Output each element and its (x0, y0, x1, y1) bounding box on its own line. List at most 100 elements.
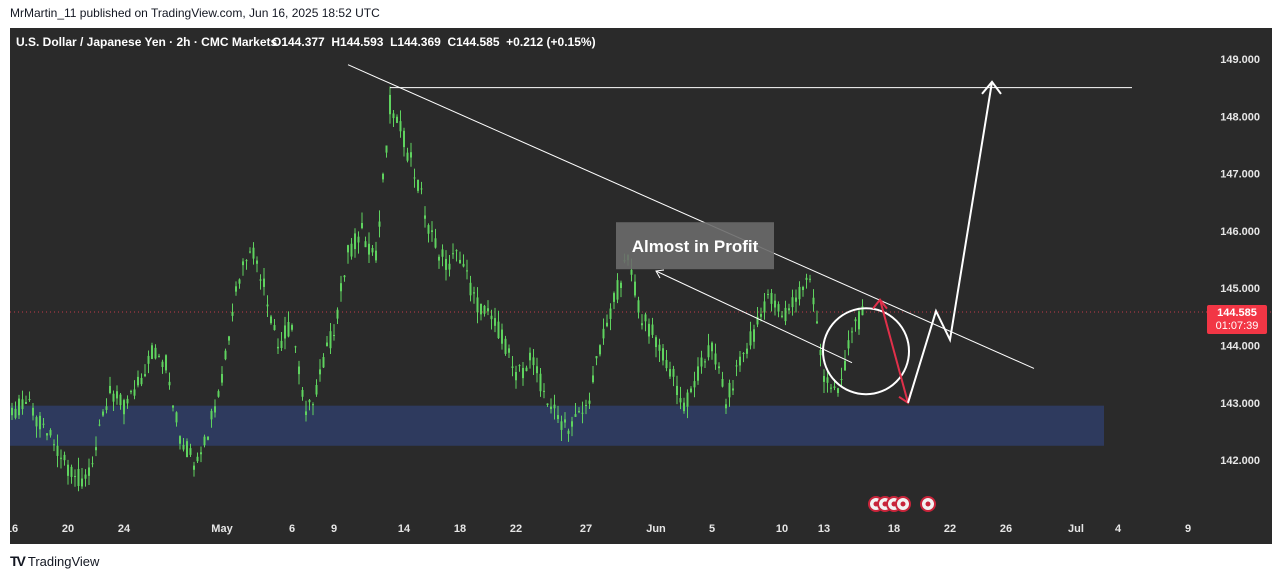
candle-body (63, 454, 66, 461)
candle-body (480, 303, 482, 315)
candle-body (515, 372, 517, 381)
candle-body (683, 402, 685, 412)
x-tick-label: 18 (888, 523, 900, 535)
candle-body (130, 391, 132, 393)
candle-body (74, 476, 76, 478)
forecast-white-path (907, 81, 993, 404)
x-tick-label: 24 (118, 523, 131, 535)
candle-body (431, 230, 433, 232)
candle-body (697, 366, 699, 381)
candle-body (32, 407, 34, 416)
x-tick-label: Jul (1068, 523, 1084, 535)
y-tick-label: 144.000 (1220, 341, 1260, 353)
candle-body (249, 251, 251, 253)
candle-body (564, 419, 566, 423)
candle-body (826, 377, 829, 383)
candle-body (186, 441, 188, 458)
candle-body (315, 385, 318, 395)
candle-body (574, 414, 577, 417)
candle-body (725, 404, 727, 409)
publish-info: MrMartin_11 published on TradingView.com… (10, 6, 380, 20)
candle-body (84, 474, 87, 479)
candle-body (441, 249, 444, 257)
candle-body (252, 247, 255, 259)
candle-body (672, 368, 675, 377)
candle-body (746, 348, 748, 354)
candle-body (588, 400, 591, 404)
candle-body (336, 309, 339, 319)
candle-body (448, 263, 451, 270)
candle-body (791, 297, 794, 308)
candle-body (361, 223, 363, 229)
candle-body (11, 407, 13, 416)
candle-body (200, 452, 202, 455)
candle-body (280, 340, 283, 349)
x-tick-label: 22 (510, 523, 522, 535)
candle-body (816, 321, 818, 324)
candle-body (679, 398, 682, 403)
candle-body (333, 335, 335, 337)
candle-body (147, 355, 150, 364)
candle-body (567, 430, 570, 434)
forecast-white-arrowhead (981, 80, 1002, 95)
candle-body (700, 357, 703, 367)
candle-body (175, 412, 178, 423)
candle-body (308, 399, 311, 403)
candle-body (161, 361, 164, 367)
candle-body (256, 260, 258, 264)
current-price-tag (1207, 304, 1267, 334)
candle-body (109, 385, 111, 393)
event-marker-dot (900, 501, 906, 507)
candle-body (630, 269, 633, 275)
inner-channel-arrowhead (655, 269, 665, 279)
candle-body (378, 221, 381, 227)
candle-body (235, 286, 237, 292)
candle-body (242, 261, 244, 266)
candle-body (508, 348, 510, 353)
candle-body (424, 215, 426, 219)
candle-body (291, 325, 293, 330)
candle-body (609, 308, 612, 319)
candle-body (532, 357, 535, 366)
chart-canvas[interactable]: Almost in Profit 149.000 148.000 147.000 14… (10, 28, 1272, 544)
candle-body (662, 348, 664, 361)
candle-body (756, 316, 759, 325)
candle-body (543, 390, 545, 392)
candle-body (137, 376, 139, 386)
candle-body (557, 415, 559, 419)
candle-body (599, 345, 601, 355)
chart-frame[interactable]: Almost in Profit 149.000 148.000 147.000 14… (10, 28, 1272, 544)
candle-body (819, 349, 822, 356)
y-tick-label: 148.000 (1220, 111, 1260, 123)
candle-body (343, 275, 346, 278)
candle-body (560, 421, 563, 430)
candle-body (95, 447, 97, 451)
candle-body (676, 385, 678, 396)
candle-body (581, 412, 584, 414)
annotation-box (616, 222, 774, 270)
x-tick-label: 5 (709, 523, 715, 535)
candle-body (270, 316, 272, 324)
candle-body (238, 279, 241, 284)
candle-body (102, 411, 104, 416)
candle-body (602, 328, 605, 339)
candle-body (616, 280, 619, 300)
candle-body (203, 436, 206, 446)
candle-body (445, 258, 447, 270)
candle-body (284, 325, 286, 339)
candle-body (389, 94, 391, 115)
candle-body (539, 373, 542, 392)
x-tick-label: 22 (944, 523, 956, 535)
candle-body (189, 448, 192, 455)
candle-body (277, 346, 279, 349)
candle-body (648, 323, 650, 337)
candle-body (805, 277, 808, 280)
candle-body (749, 331, 752, 346)
candle-body (753, 329, 755, 342)
chart-header-title: U.S. Dollar / Japanese Yen · 2h · CMC Ma… (16, 35, 278, 49)
candle-body (319, 369, 321, 375)
candle-body (536, 366, 538, 374)
candle-body (294, 346, 297, 348)
candle-body (704, 361, 706, 363)
annotation-label: Almost in Profit (632, 237, 759, 256)
